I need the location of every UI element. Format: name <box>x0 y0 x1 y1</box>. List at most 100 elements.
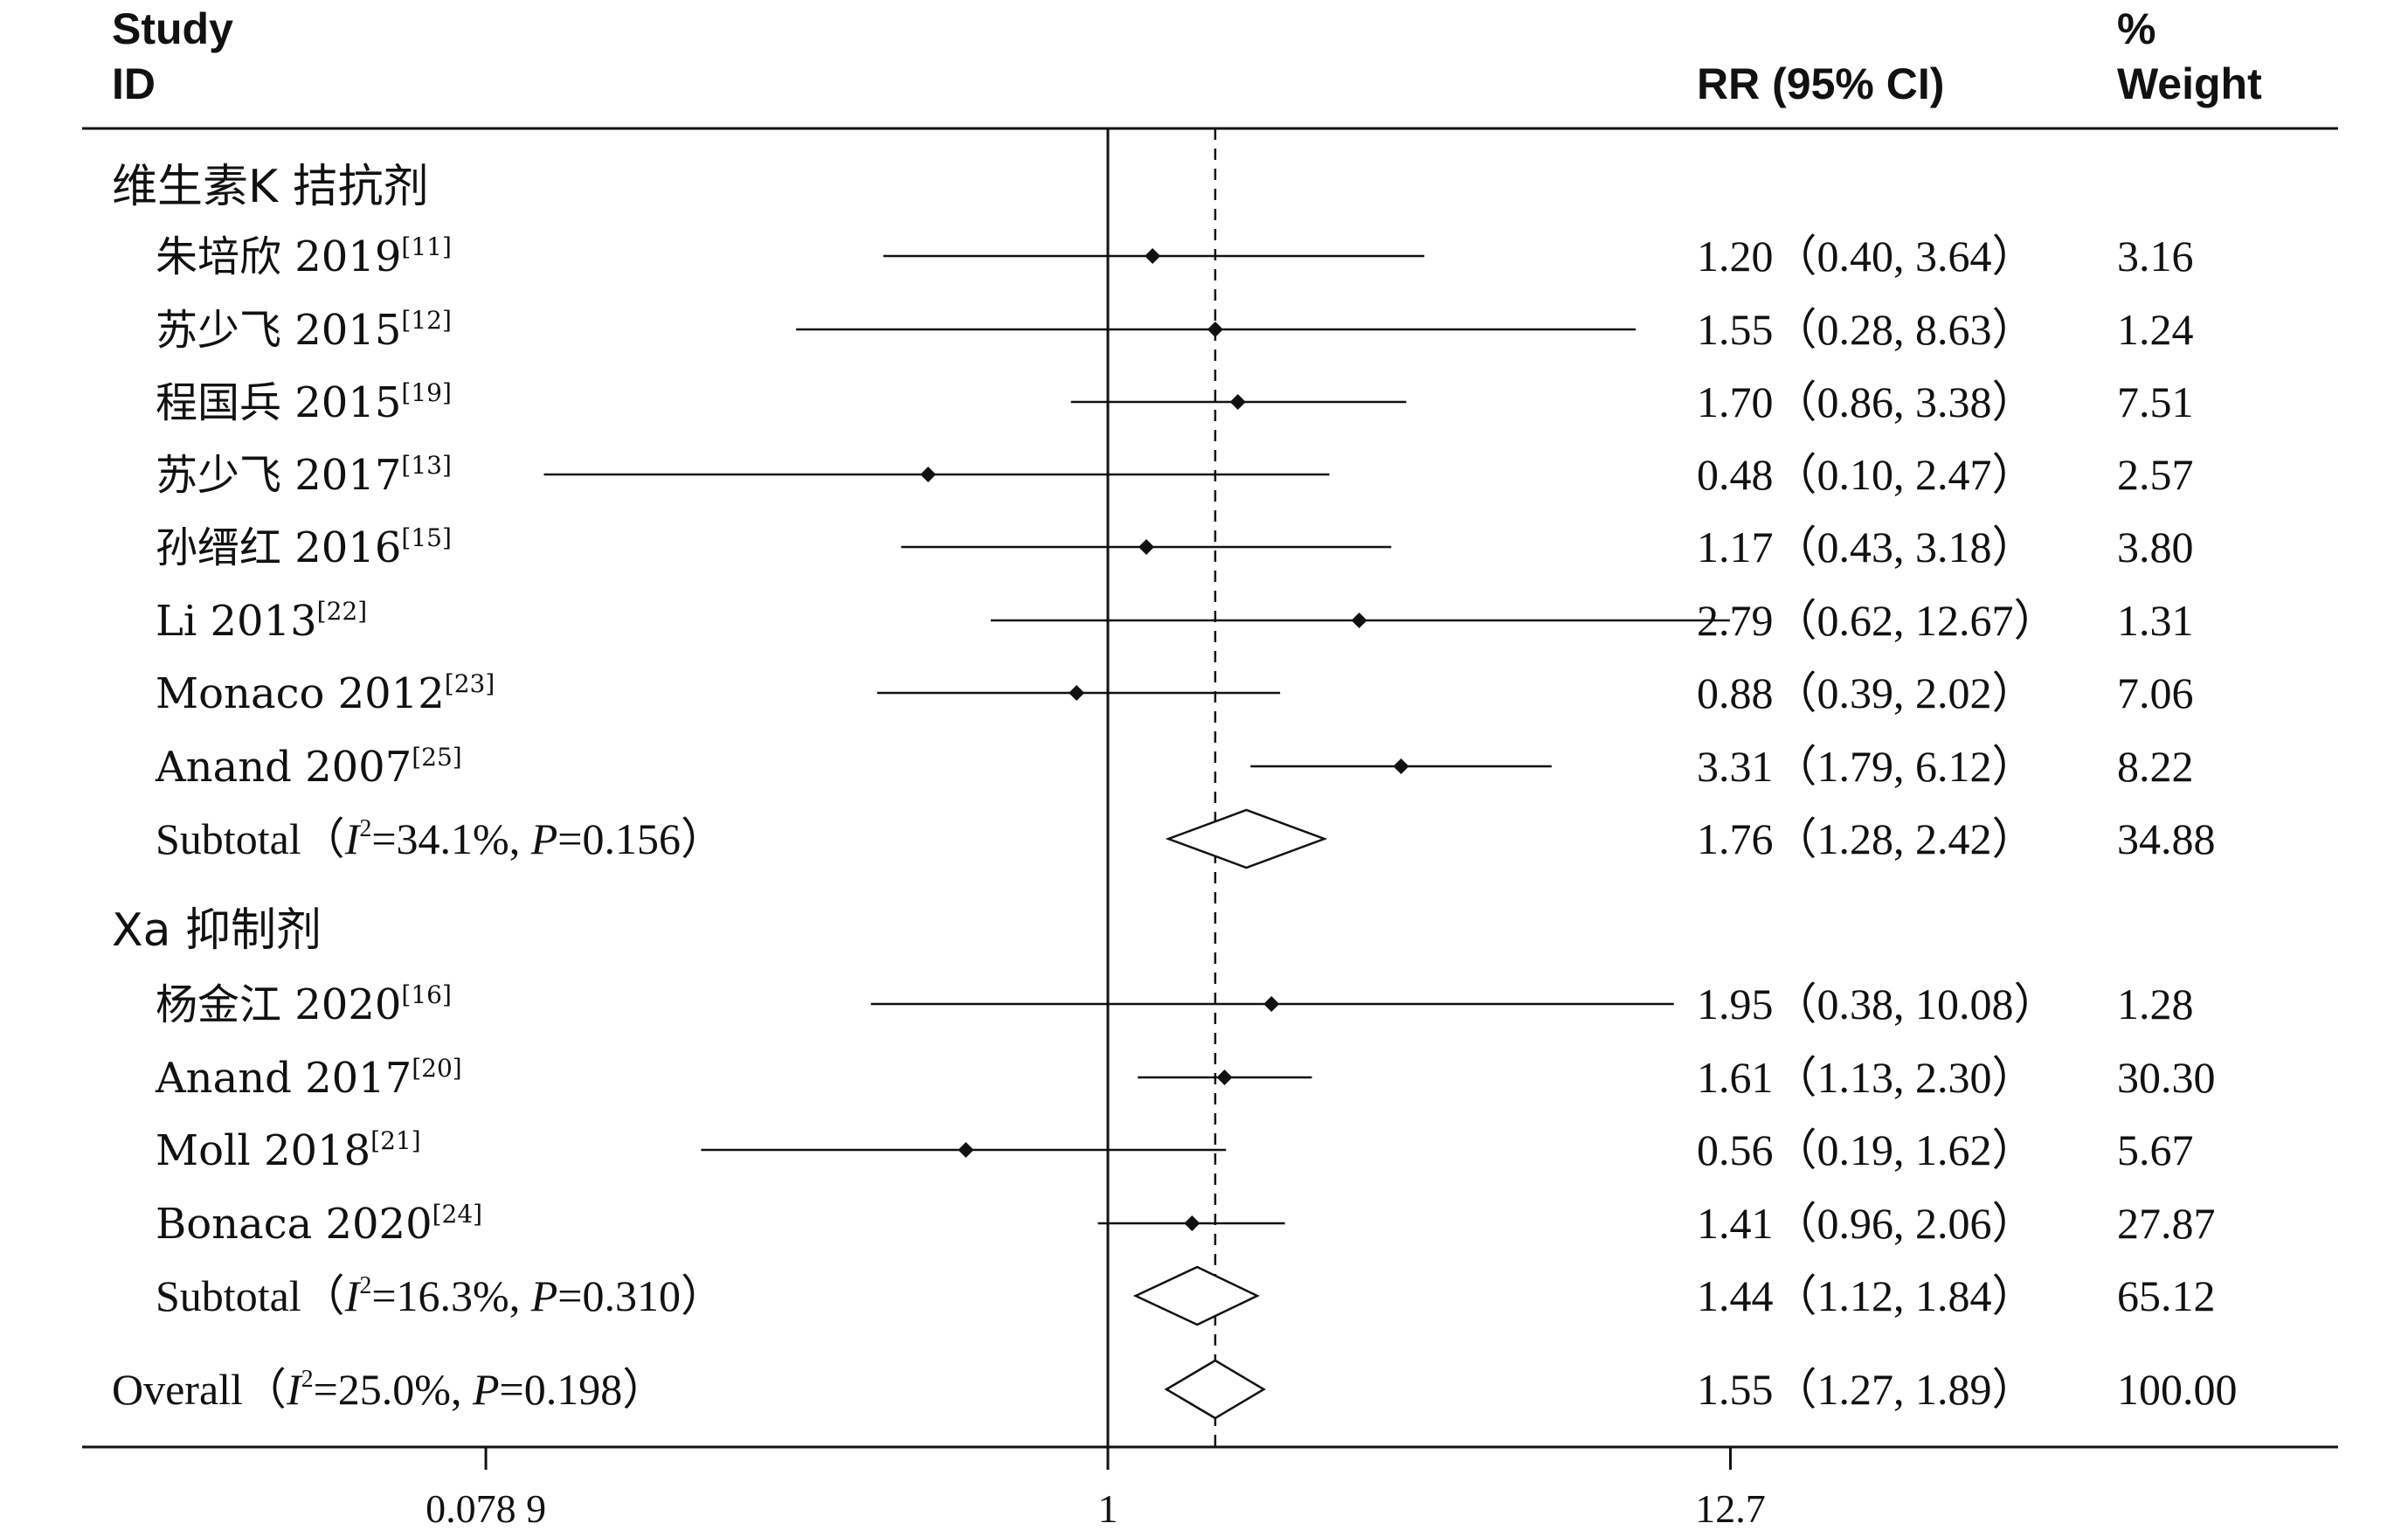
study-2-4-ci-text: 1.41（0.96, 2.06） <box>1697 1199 2036 1248</box>
study-1-2-label-ref: [12] <box>401 306 451 335</box>
study-1-3-label-name: 程国兵 2015 <box>156 378 401 427</box>
study-2-1-label-name: 杨金江 2020 <box>156 980 401 1029</box>
study-2-2-point <box>1216 1070 1233 1085</box>
study-1-1-point <box>1145 248 1161 264</box>
study-1-5-weight: 3.80 <box>2117 523 2194 571</box>
study-1-7-weight: 7.06 <box>2117 668 2194 717</box>
subtotal-2-label-p-symbol: P <box>530 1271 558 1320</box>
study-1-6-point <box>1351 613 1367 628</box>
subtotal-2-label: Subtotal（I2=16.3%, P=0.310） <box>156 1271 724 1320</box>
subtotal-2-label-i-squared: 2 <box>359 1272 371 1299</box>
study-1-3-point <box>1229 394 1246 410</box>
study-1-5-ci-text: 1.17（0.43, 3.18） <box>1697 523 2036 571</box>
overall-label-i-squared: 2 <box>301 1366 314 1393</box>
subtotal-1-label-i-squared: 2 <box>359 815 371 842</box>
subtotal-1-label-prefix: Subtotal（ <box>156 814 345 863</box>
study-1-8-label-ref: [25] <box>412 743 461 772</box>
study-1-6-label-ref: [22] <box>317 597 367 626</box>
overall-label: Overall（I2=25.0%, P=0.198） <box>112 1365 666 1414</box>
study-1-1-weight: 3.16 <box>2117 232 2194 280</box>
subtotal-1-diamond <box>1165 808 1328 869</box>
study-1-3-weight: 7.51 <box>2117 377 2194 426</box>
group-title-2: Xa 抑制剂 <box>112 904 322 957</box>
study-2-4-label: Bonaca 2020[24] <box>156 1200 482 1249</box>
study-1-6-label-name: Li 2013 <box>156 597 317 646</box>
study-1-1-label-name: 朱培欣 2019 <box>156 232 401 281</box>
x-tick-label-3: 12.7 <box>1695 1486 1766 1531</box>
subtotal-1-label-i-symbol: I <box>344 814 362 863</box>
study-2-3-label-ref: [21] <box>370 1126 420 1155</box>
study-1-2-label: 苏少飞 2015[12] <box>156 306 452 355</box>
study-2-4-point <box>1184 1215 1201 1231</box>
study-2-4-label-name: Bonaca 2020 <box>156 1200 432 1249</box>
study-1-1-ci-text: 1.20（0.40, 3.64） <box>1697 232 2036 280</box>
study-2-3-weight: 5.67 <box>2117 1125 2194 1174</box>
subtotal-2-label-i2-value: =16.3%, <box>371 1271 530 1320</box>
subtotal-1-weight: 34.88 <box>2117 814 2216 863</box>
header-weight: Weight <box>2117 59 2262 108</box>
study-2-3-label: Moll 2018[21] <box>156 1126 421 1175</box>
study-1-7-ci-text: 0.88（0.39, 2.02） <box>1697 668 2036 717</box>
study-1-2-label-name: 苏少飞 2015 <box>156 306 401 355</box>
study-1-4-label-name: 苏少飞 2017 <box>156 451 401 500</box>
subtotal-1-ci-text: 1.76（1.28, 2.42） <box>1697 814 2036 863</box>
subtotal-1-label-i2-value: =34.1%, <box>371 814 530 863</box>
header-rr-ci: RR (95% CI) <box>1697 59 1944 108</box>
subtotal-1-label-p-value: =0.156） <box>557 814 724 863</box>
header-id: ID <box>112 59 156 108</box>
study-1-7-label-ref: [23] <box>445 669 495 698</box>
study-2-1-ci-text: 1.95（0.38, 10.08） <box>1697 980 2058 1028</box>
study-2-2-label: Anand 2017[20] <box>155 1054 462 1103</box>
subtotal-2-weight: 65.12 <box>2117 1271 2216 1320</box>
study-2-1-label-ref: [16] <box>401 980 451 1009</box>
subtotal-1-label-p-symbol: P <box>530 814 558 863</box>
study-2-4-label-ref: [24] <box>432 1200 482 1229</box>
study-1-5-label: 孙缙红 2016[15] <box>156 523 452 572</box>
study-1-1-label: 朱培欣 2019[11] <box>156 232 452 281</box>
study-1-5-label-ref: [15] <box>401 523 451 552</box>
study-2-2-label-name: Anand 2017 <box>155 1054 412 1103</box>
study-1-6-label: Li 2013[22] <box>156 597 367 646</box>
study-1-3-ci-text: 1.70（0.86, 3.38） <box>1697 377 2036 426</box>
overall-label-p-symbol: P <box>472 1365 500 1414</box>
header-percent: % <box>2117 4 2155 53</box>
study-1-3-label: 程国兵 2015[19] <box>156 378 452 427</box>
study-2-4-weight: 27.87 <box>2117 1199 2216 1248</box>
study-1-7-label: Monaco 2012[23] <box>156 669 495 718</box>
study-1-5-point <box>1138 539 1155 555</box>
header-study: Study <box>112 4 233 53</box>
subtotal-2-diamond <box>1132 1265 1260 1326</box>
x-tick-label-2: 1 <box>1098 1486 1118 1531</box>
overall-label-i2-value: =25.0%, <box>314 1365 473 1414</box>
x-tick-label-1: 0.078 9 <box>426 1486 546 1531</box>
study-1-4-weight: 2.57 <box>2117 450 2194 499</box>
study-1-2-weight: 1.24 <box>2117 305 2194 354</box>
study-1-3-label-ref: [19] <box>401 378 451 407</box>
study-1-4-point <box>920 467 937 482</box>
study-1-7-point <box>1069 685 1085 701</box>
study-2-2-label-ref: [20] <box>412 1054 461 1083</box>
study-1-8-ci-text: 3.31（1.79, 6.12） <box>1697 742 2036 791</box>
study-1-4-label: 苏少飞 2017[13] <box>156 451 452 500</box>
overall-label-i-symbol: I <box>286 1365 303 1414</box>
subtotal-2-ci-text: 1.44（1.12, 1.84） <box>1697 1271 2036 1320</box>
overall-diamond <box>1164 1359 1266 1420</box>
study-2-2-ci-text: 1.61（1.13, 2.30） <box>1697 1053 2036 1102</box>
subtotal-2-label-i-symbol: I <box>344 1271 362 1320</box>
study-1-1-label-ref: [11] <box>401 232 451 261</box>
study-2-2-weight: 30.30 <box>2117 1053 2216 1102</box>
study-1-8-label: Anand 2007[25] <box>155 743 462 792</box>
study-2-3-ci-text: 0.56（0.19, 1.62） <box>1697 1125 2036 1174</box>
study-1-4-ci-text: 0.48（0.10, 2.47） <box>1697 450 2036 499</box>
subtotal-2-label-p-value: =0.310） <box>557 1271 724 1320</box>
study-1-8-point <box>1393 758 1409 774</box>
study-1-2-point <box>1207 322 1223 337</box>
overall-ci-text: 1.55（1.27, 1.89） <box>1697 1365 2036 1414</box>
overall-weight: 100.00 <box>2117 1365 2238 1414</box>
study-1-8-weight: 8.22 <box>2117 742 2194 791</box>
study-1-4-label-ref: [13] <box>401 451 451 480</box>
study-1-2-ci-text: 1.55（0.28, 8.63） <box>1697 305 2036 354</box>
study-1-6-ci-text: 2.79（0.62, 12.67） <box>1697 596 2058 645</box>
study-2-3-point <box>958 1142 974 1158</box>
